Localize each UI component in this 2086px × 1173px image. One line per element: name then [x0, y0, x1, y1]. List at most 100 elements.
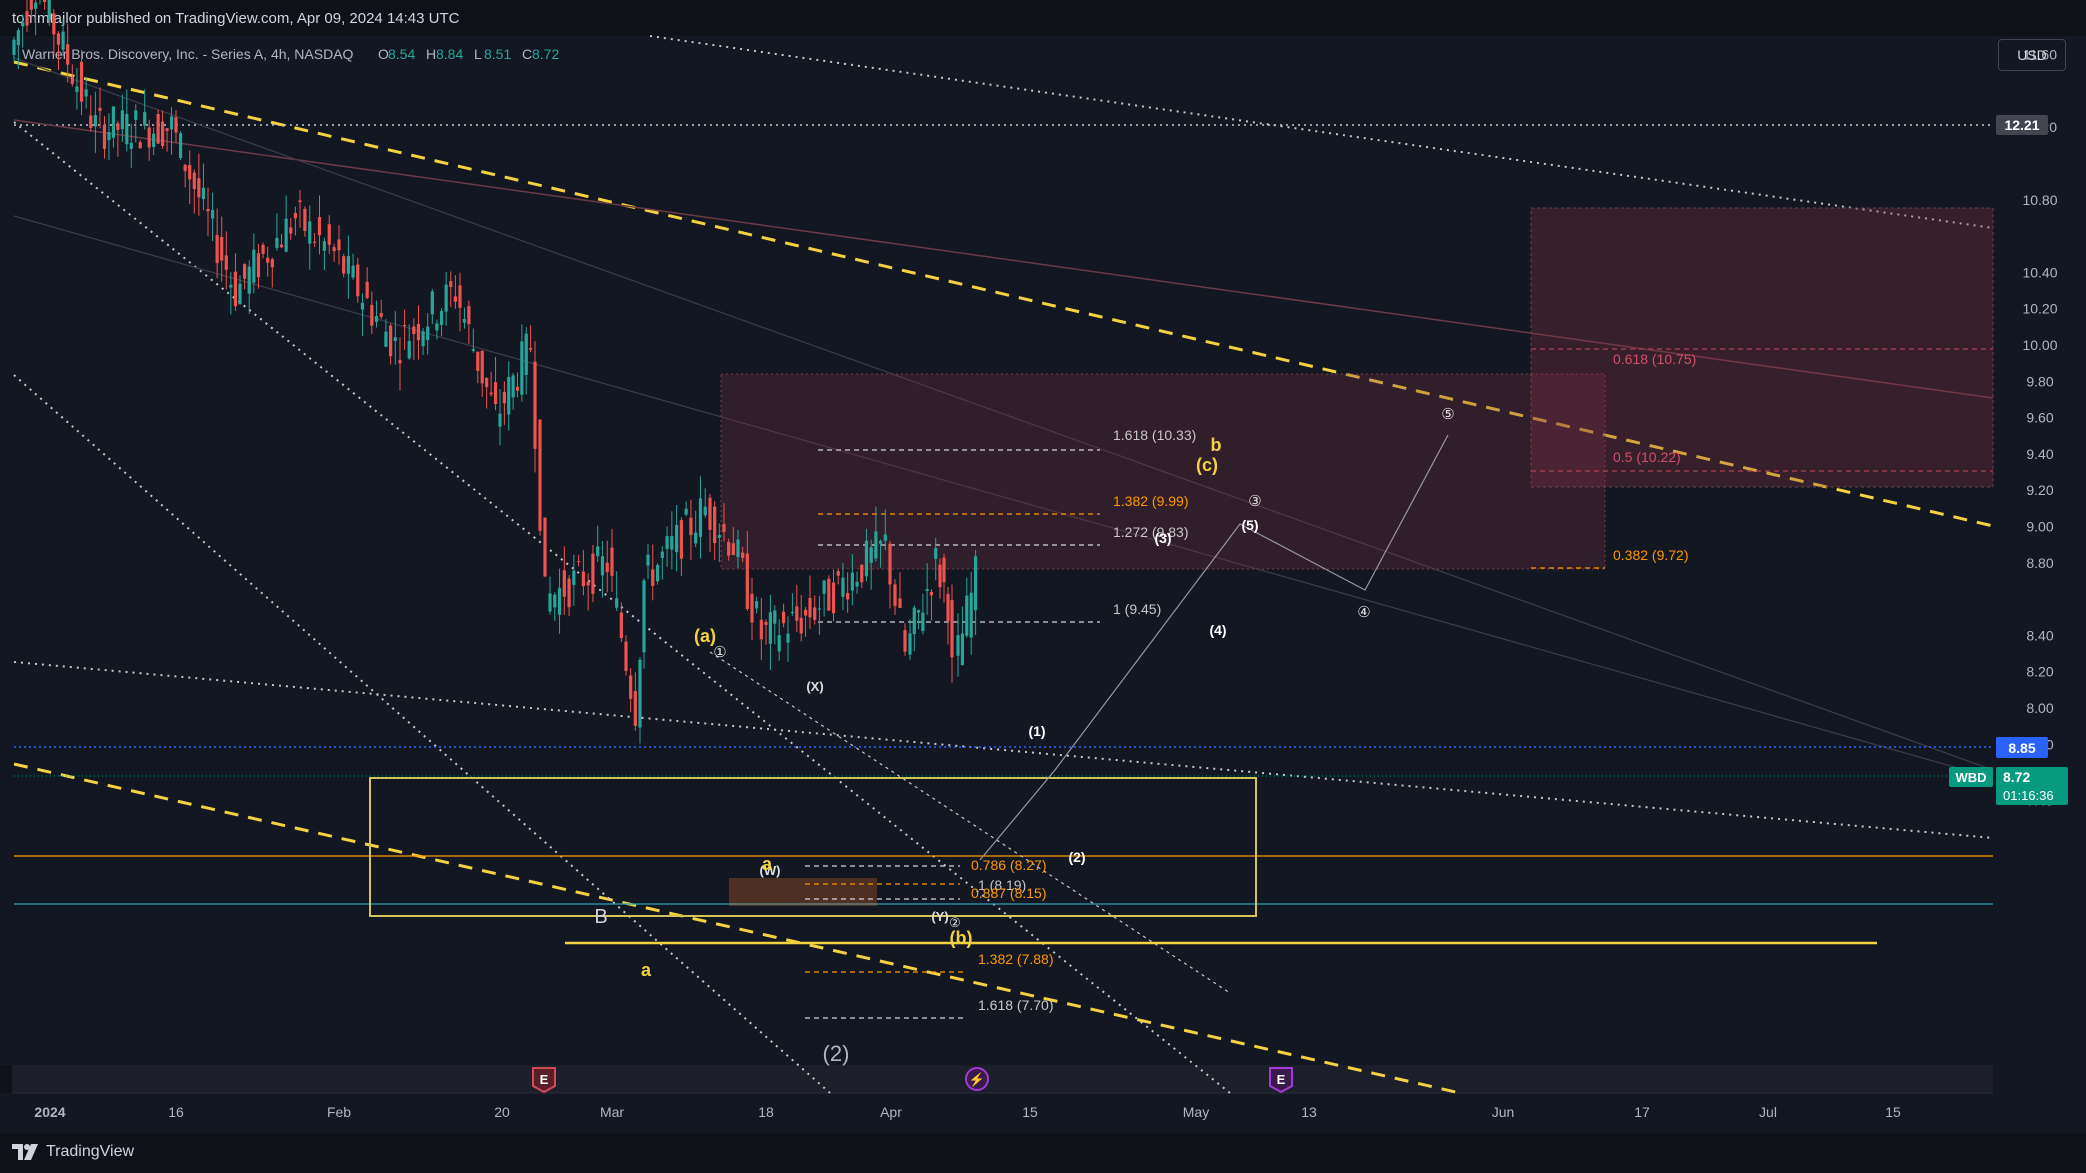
chart-canvas[interactable]: Warner Bros. Discovery, Inc. - Series A,… — [0, 0, 2086, 1133]
candle-body — [489, 392, 493, 395]
candle-body — [600, 556, 605, 576]
candle — [903, 623, 907, 656]
candle-body — [502, 391, 506, 404]
candle-body — [52, 13, 56, 35]
candle — [66, 23, 70, 83]
candle-body — [651, 569, 655, 586]
candle — [860, 564, 864, 589]
candle — [727, 538, 731, 561]
candle-body — [66, 44, 70, 65]
fib-label: 1.382 (7.88) — [978, 951, 1054, 967]
candle-body — [138, 142, 142, 149]
x-tick-label: Apr — [880, 1104, 902, 1120]
candle-body — [679, 520, 683, 559]
currency-button[interactable]: USD — [1998, 39, 2066, 71]
candle — [804, 607, 808, 637]
y-tick-label: 9.00 — [2026, 519, 2053, 535]
candle — [165, 127, 169, 152]
price-tag-last: 8.72 — [2003, 769, 2030, 785]
candle — [261, 242, 265, 259]
candle — [79, 49, 84, 116]
y-tick-label: 10.40 — [2022, 264, 2057, 280]
candle-body — [160, 121, 165, 146]
candle-body — [736, 539, 740, 558]
candle-body — [178, 133, 183, 159]
candle — [449, 271, 453, 308]
candle — [529, 325, 533, 353]
candle — [29, 0, 33, 23]
candle-body — [950, 600, 954, 658]
event-marker-label: E — [540, 1072, 549, 1087]
candle-body — [197, 178, 201, 198]
candle — [147, 119, 151, 161]
candle — [43, 0, 47, 10]
x-tick-label: May — [1183, 1104, 1209, 1120]
candle — [210, 192, 215, 242]
candle-body — [633, 691, 637, 726]
x-tick-label: 18 — [758, 1104, 774, 1120]
candle — [303, 206, 307, 237]
candle — [921, 593, 925, 635]
candle-body — [790, 611, 794, 613]
candle — [615, 571, 619, 611]
candle — [703, 488, 707, 518]
candle — [421, 328, 425, 356]
x-tick-label: 2024 — [34, 1104, 65, 1120]
candle-body — [365, 281, 369, 298]
candle — [337, 225, 341, 265]
candle-body — [102, 124, 107, 149]
candle — [120, 94, 124, 142]
candle — [134, 104, 138, 143]
candle-body — [84, 89, 88, 97]
candle — [183, 163, 187, 188]
publish-info: tommtajlor published on TradingView.com,… — [12, 10, 460, 27]
wave-label: (c) — [1196, 455, 1218, 475]
candle-body — [619, 612, 623, 639]
retrace-zone — [729, 878, 877, 906]
candle-body — [439, 310, 444, 325]
candle — [956, 613, 960, 677]
candle-body — [317, 217, 322, 236]
candle-body — [337, 239, 341, 251]
footer: TradingView — [0, 1133, 2086, 1173]
candle-body — [247, 266, 251, 294]
candle — [524, 327, 528, 395]
candle-body — [750, 593, 754, 623]
earnings-marker-shape — [1269, 1067, 1293, 1094]
candle-body — [165, 128, 169, 132]
candle — [898, 572, 902, 609]
candle — [224, 231, 228, 290]
candle-body — [238, 283, 242, 305]
candle — [393, 311, 397, 365]
x-tick-label: 17 — [1634, 1104, 1650, 1120]
candle-body — [713, 506, 717, 544]
candle-body — [965, 595, 969, 636]
tradingview-icon — [12, 1144, 38, 1160]
candle-body — [615, 598, 619, 608]
candle-body — [403, 325, 407, 327]
candle-body — [471, 349, 475, 351]
tradingview-logo[interactable]: TradingView — [12, 1143, 134, 1161]
candles — [12, 0, 978, 744]
candle — [507, 361, 511, 431]
price-tag-bg — [1996, 737, 2048, 758]
candle — [567, 575, 571, 617]
ohlc-value-h: 8.84 — [436, 46, 463, 62]
candle-body — [342, 256, 346, 274]
candle-body — [327, 224, 331, 245]
candle-body — [233, 271, 238, 307]
candle — [548, 576, 552, 615]
candle — [293, 206, 297, 236]
candle — [713, 501, 717, 560]
price-tag-bg — [1996, 767, 2068, 805]
candle — [660, 546, 664, 580]
candle-body — [929, 591, 934, 596]
candle-body — [215, 234, 219, 264]
fib-label: 0.618 (10.75) — [1613, 351, 1696, 367]
ohlc-key-l: L — [474, 46, 482, 62]
candle-body — [795, 606, 799, 621]
candle-body — [416, 323, 421, 341]
candle — [577, 554, 581, 567]
candle-body — [360, 302, 365, 310]
candle — [351, 253, 355, 280]
